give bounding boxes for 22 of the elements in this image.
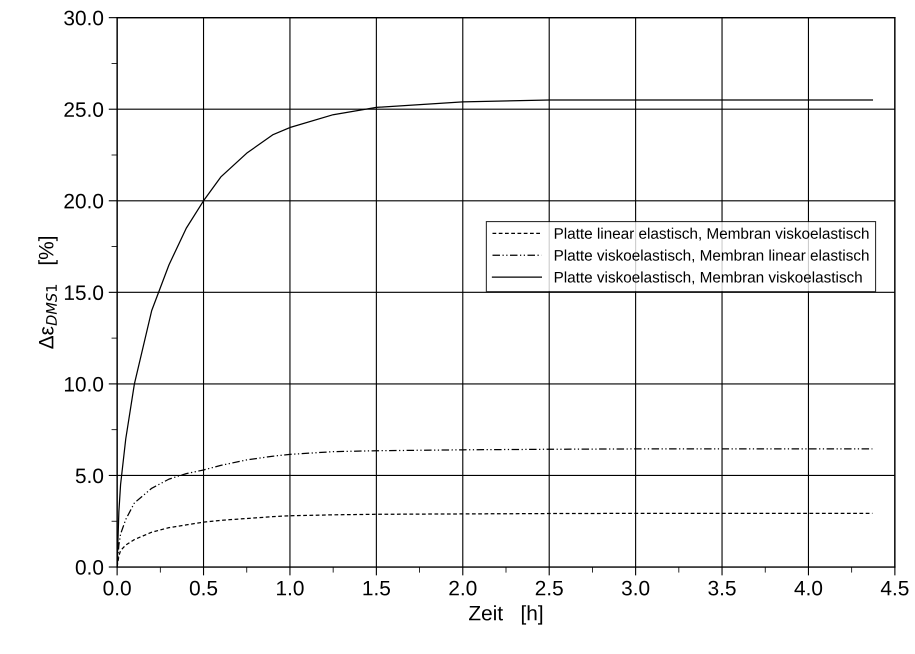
x-tick-label: 3.0 — [622, 580, 650, 596]
text: Δε$_{DMS1}$ [%] — [38, 237, 58, 349]
x-tick-label: 4.0 — [794, 580, 822, 596]
y-tick-label: 20.0 — [64, 194, 104, 209]
x-tick-label: 4.5 — [880, 580, 908, 596]
x-tick-label: 0.5 — [190, 580, 218, 596]
legend-label: Platte linear elastisch, Membran viskoelastisch — [554, 228, 868, 241]
x-tick-label: 2.0 — [449, 580, 476, 596]
legend-label: Platte viskoelastisch, Membran linear elastisch — [554, 250, 868, 263]
legend-label: Platte viskoelastisch, Membran viskoelastisch — [554, 271, 862, 284]
y-tick-label: 30.0 — [64, 10, 104, 26]
y-tick-label: 10.0 — [64, 376, 104, 392]
y-tick-label: 0.0 — [76, 560, 104, 575]
x-tick-label: 2.5 — [536, 580, 563, 596]
y-tick-label: 25.0 — [64, 102, 104, 117]
x-tick-label: 1.0 — [277, 580, 304, 596]
x-tick-label: 3.5 — [708, 580, 736, 596]
y-tick-label: 5.0 — [76, 468, 104, 484]
x-tick-label: 0.0 — [103, 580, 131, 596]
x-tick-label: 1.5 — [363, 580, 390, 596]
y-tick-label: 15.0 — [64, 285, 104, 300]
x-axis-title: Zeit [h] — [469, 605, 542, 625]
